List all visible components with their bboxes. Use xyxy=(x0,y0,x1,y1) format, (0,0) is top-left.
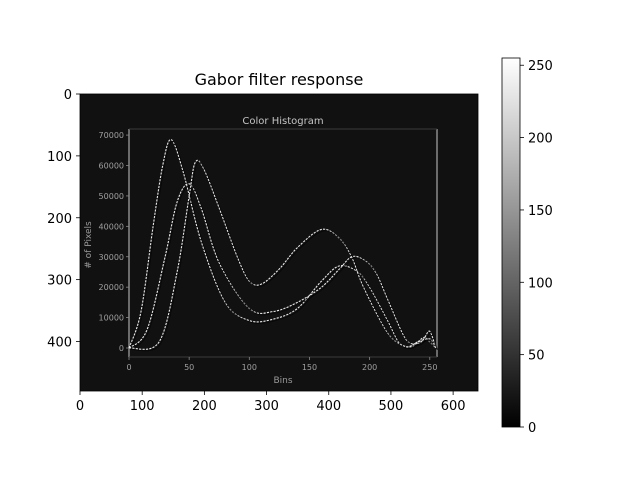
colorbar-tick-label: 0 xyxy=(528,421,536,436)
y-tick-label: 300 xyxy=(47,274,72,289)
colorbar-tick-label: 100 xyxy=(528,276,553,291)
embedded-x-tick-label: 100 xyxy=(242,363,257,372)
embedded-y-tick-label: 70000 xyxy=(99,131,124,140)
x-tick-label: 200 xyxy=(192,399,217,414)
embedded-y-tick-label: 20000 xyxy=(99,283,124,292)
x-tick-label: 0 xyxy=(76,399,84,414)
embedded-y-tick-label: 10000 xyxy=(99,314,124,323)
colorbar-tick-label: 200 xyxy=(528,132,553,147)
colorbar-tick-label: 250 xyxy=(528,59,553,74)
embedded-x-tick-label: 250 xyxy=(422,363,437,372)
embedded-x-tick-label: 50 xyxy=(184,363,194,372)
x-tick-label: 500 xyxy=(379,399,404,414)
y-tick-label: 0 xyxy=(64,88,72,103)
embedded-ylabel: # of Pixels xyxy=(84,221,94,269)
y-tick-label: 400 xyxy=(47,336,72,351)
plot-title: Gabor filter response xyxy=(195,70,364,89)
colorbar xyxy=(501,57,521,428)
y-tick-label: 100 xyxy=(47,150,72,165)
colorbar-tick-label: 150 xyxy=(528,204,553,219)
embedded-histogram-chart: Color Histogram 0 50 100 150 200 250 0 10000 20… xyxy=(84,116,438,386)
histogram-curve-edge xyxy=(128,159,437,350)
x-tick-label: 300 xyxy=(254,399,279,414)
x-tick-label: 400 xyxy=(316,399,341,414)
image-panel xyxy=(80,94,478,391)
y-tick-label: 200 xyxy=(47,212,72,227)
embedded-xlabel: Bins xyxy=(273,376,292,386)
embedded-chart-title: Color Histogram xyxy=(242,116,323,127)
histogram-curve-shadow xyxy=(130,161,438,352)
embedded-y-tick-label: 60000 xyxy=(99,162,124,171)
embedded-x-tick-label: 150 xyxy=(302,363,317,372)
embedded-y-tick-label: 0 xyxy=(119,344,124,353)
colorbar-tick-label: 50 xyxy=(528,349,545,364)
x-tick-label: 600 xyxy=(441,399,466,414)
embedded-x-tick-label: 0 xyxy=(126,363,131,372)
image-frame xyxy=(79,93,479,392)
x-tick-label: 100 xyxy=(130,399,155,414)
embedded-y-tick-label: 50000 xyxy=(99,192,124,201)
embedded-x-tick-label: 200 xyxy=(362,363,377,372)
embedded-y-tick-label: 30000 xyxy=(99,253,124,262)
embedded-y-tick-label: 40000 xyxy=(99,222,124,231)
